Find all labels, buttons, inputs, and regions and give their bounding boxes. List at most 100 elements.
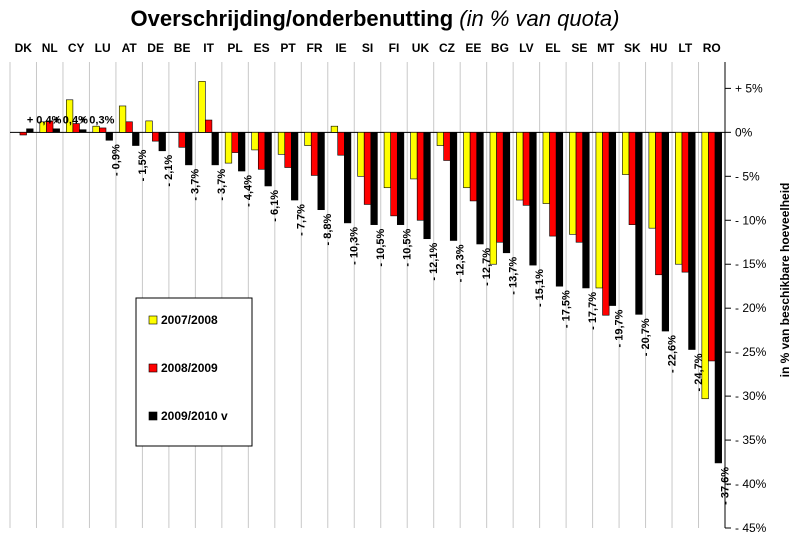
bar-2007-2008: [92, 125, 100, 133]
chart-title: Overschrijding/onderbenutting (in % van …: [0, 6, 750, 32]
category-label: SI: [362, 41, 373, 55]
bar-2009-2010-v: [132, 132, 140, 146]
data-label: - 19,7%: [613, 309, 625, 347]
bar-2008-2009: [363, 132, 372, 205]
data-label: - 12,3%: [455, 244, 467, 282]
bar-2008-2009: [416, 132, 425, 221]
bar-2009-2010-v: [317, 132, 325, 211]
bar-2008-2009: [655, 132, 663, 276]
bar-2009-2010-v: [79, 129, 87, 133]
category-label: DE: [147, 41, 164, 55]
chart-subtitle: (in % van quota): [459, 6, 620, 31]
bar-2007-2008: [622, 132, 630, 175]
bar-2008-2009: [19, 132, 27, 136]
bar-2008-2009: [708, 132, 716, 362]
category-label: FR: [307, 41, 323, 55]
category-label: FI: [389, 41, 400, 55]
legend-label: 2008/2009: [161, 361, 218, 375]
category-label: EE: [465, 41, 481, 55]
bar-2007-2008: [542, 132, 550, 204]
legend-swatch: [148, 363, 158, 373]
category-label: EL: [545, 41, 560, 55]
category-label: NL: [42, 41, 58, 55]
bar-2009-2010-v: [635, 132, 643, 315]
data-label: - 24,7%: [693, 353, 705, 391]
data-label: + 0,4%: [27, 114, 62, 126]
bar-2009-2010-v: [714, 132, 722, 464]
bar-2008-2009: [125, 121, 133, 133]
bar-2008-2009: [284, 132, 292, 168]
bar-2007-2008: [145, 120, 153, 133]
bar-2007-2008: [410, 132, 418, 180]
bar-2008-2009: [443, 132, 451, 161]
data-label: - 22,6%: [666, 335, 678, 373]
y-axis-title: in % van beschikbare hoeveelheid: [778, 183, 792, 378]
data-label: - 1,5%: [137, 149, 149, 181]
bar-2009-2010-v: [555, 132, 564, 287]
bar-2007-2008: [224, 132, 233, 164]
category-label: BG: [491, 41, 509, 55]
bar-2008-2009: [257, 132, 266, 170]
chart-title-main: Overschrijding/onderbenutting: [130, 6, 454, 31]
data-label: - 6,1%: [269, 190, 281, 222]
bar-2009-2010-v: [158, 132, 166, 152]
data-label: - 2,1%: [163, 155, 175, 187]
data-label: - 13,7%: [508, 257, 520, 295]
bar-2009-2010-v: [476, 132, 484, 245]
bar-2009-2010-v: [105, 132, 113, 141]
category-label: PT: [280, 41, 296, 55]
bar-2009-2010-v: [370, 132, 378, 225]
data-label: + 0,3%: [80, 114, 115, 126]
legend: 2007/2008 2008/2009 2009/2010 v: [135, 297, 253, 447]
bar-2007-2008: [595, 132, 603, 289]
bar-2009-2010-v: [344, 132, 352, 224]
bar-2007-2008: [304, 132, 312, 146]
category-label: LU: [95, 41, 111, 55]
category-label: SK: [624, 41, 641, 55]
data-label: - 10,5%: [375, 228, 387, 266]
data-label: - 10,5%: [402, 228, 414, 266]
bar-2007-2008: [489, 132, 497, 265]
bar-2009-2010-v: [291, 132, 299, 201]
category-label: CZ: [439, 41, 455, 55]
data-label: - 8,8%: [322, 213, 334, 245]
category-label: BE: [174, 41, 191, 55]
category-label: ES: [254, 41, 270, 55]
category-label: HU: [650, 41, 667, 55]
bar-2007-2008: [436, 132, 444, 146]
bar-2007-2008: [463, 132, 471, 189]
bar-2008-2009: [496, 132, 504, 243]
bar-2009-2010-v: [529, 132, 537, 266]
bar-2008-2009: [152, 132, 160, 142]
bar-2008-2009: [549, 132, 557, 237]
bar-2007-2008: [675, 132, 683, 265]
bar-2007-2008: [198, 81, 206, 133]
y-tick-label: 0%: [735, 125, 753, 139]
y-tick-label: - 5%: [735, 169, 760, 183]
category-label: IE: [335, 41, 346, 55]
bar-2007-2008: [66, 99, 74, 133]
bar-2009-2010-v: [688, 132, 696, 350]
bar-2009-2010-v: [238, 132, 246, 172]
bar-2008-2009: [337, 132, 345, 156]
category-label: CY: [68, 41, 85, 55]
legend-swatch: [148, 315, 158, 325]
bar-2009-2010-v: [264, 132, 272, 187]
bar-2008-2009: [231, 132, 239, 153]
bar-2009-2010-v: [582, 132, 590, 289]
data-label: - 17,5%: [560, 290, 572, 328]
bar-2009-2010-v: [211, 132, 219, 166]
legend-swatch: [148, 411, 158, 421]
category-label: LT: [678, 41, 692, 55]
legend-label: 2007/2008: [161, 313, 218, 327]
bar-2008-2009: [205, 119, 213, 133]
bar-2009-2010-v: [423, 132, 431, 240]
category-label: PL: [227, 41, 242, 55]
y-tick-label: - 30%: [735, 389, 767, 403]
bar-2009-2010-v: [52, 128, 60, 133]
category-label: AT: [122, 41, 138, 55]
bar-2009-2010-v: [26, 128, 34, 133]
data-label: - 7,7%: [296, 204, 308, 236]
data-label: - 0,9%: [110, 144, 122, 176]
